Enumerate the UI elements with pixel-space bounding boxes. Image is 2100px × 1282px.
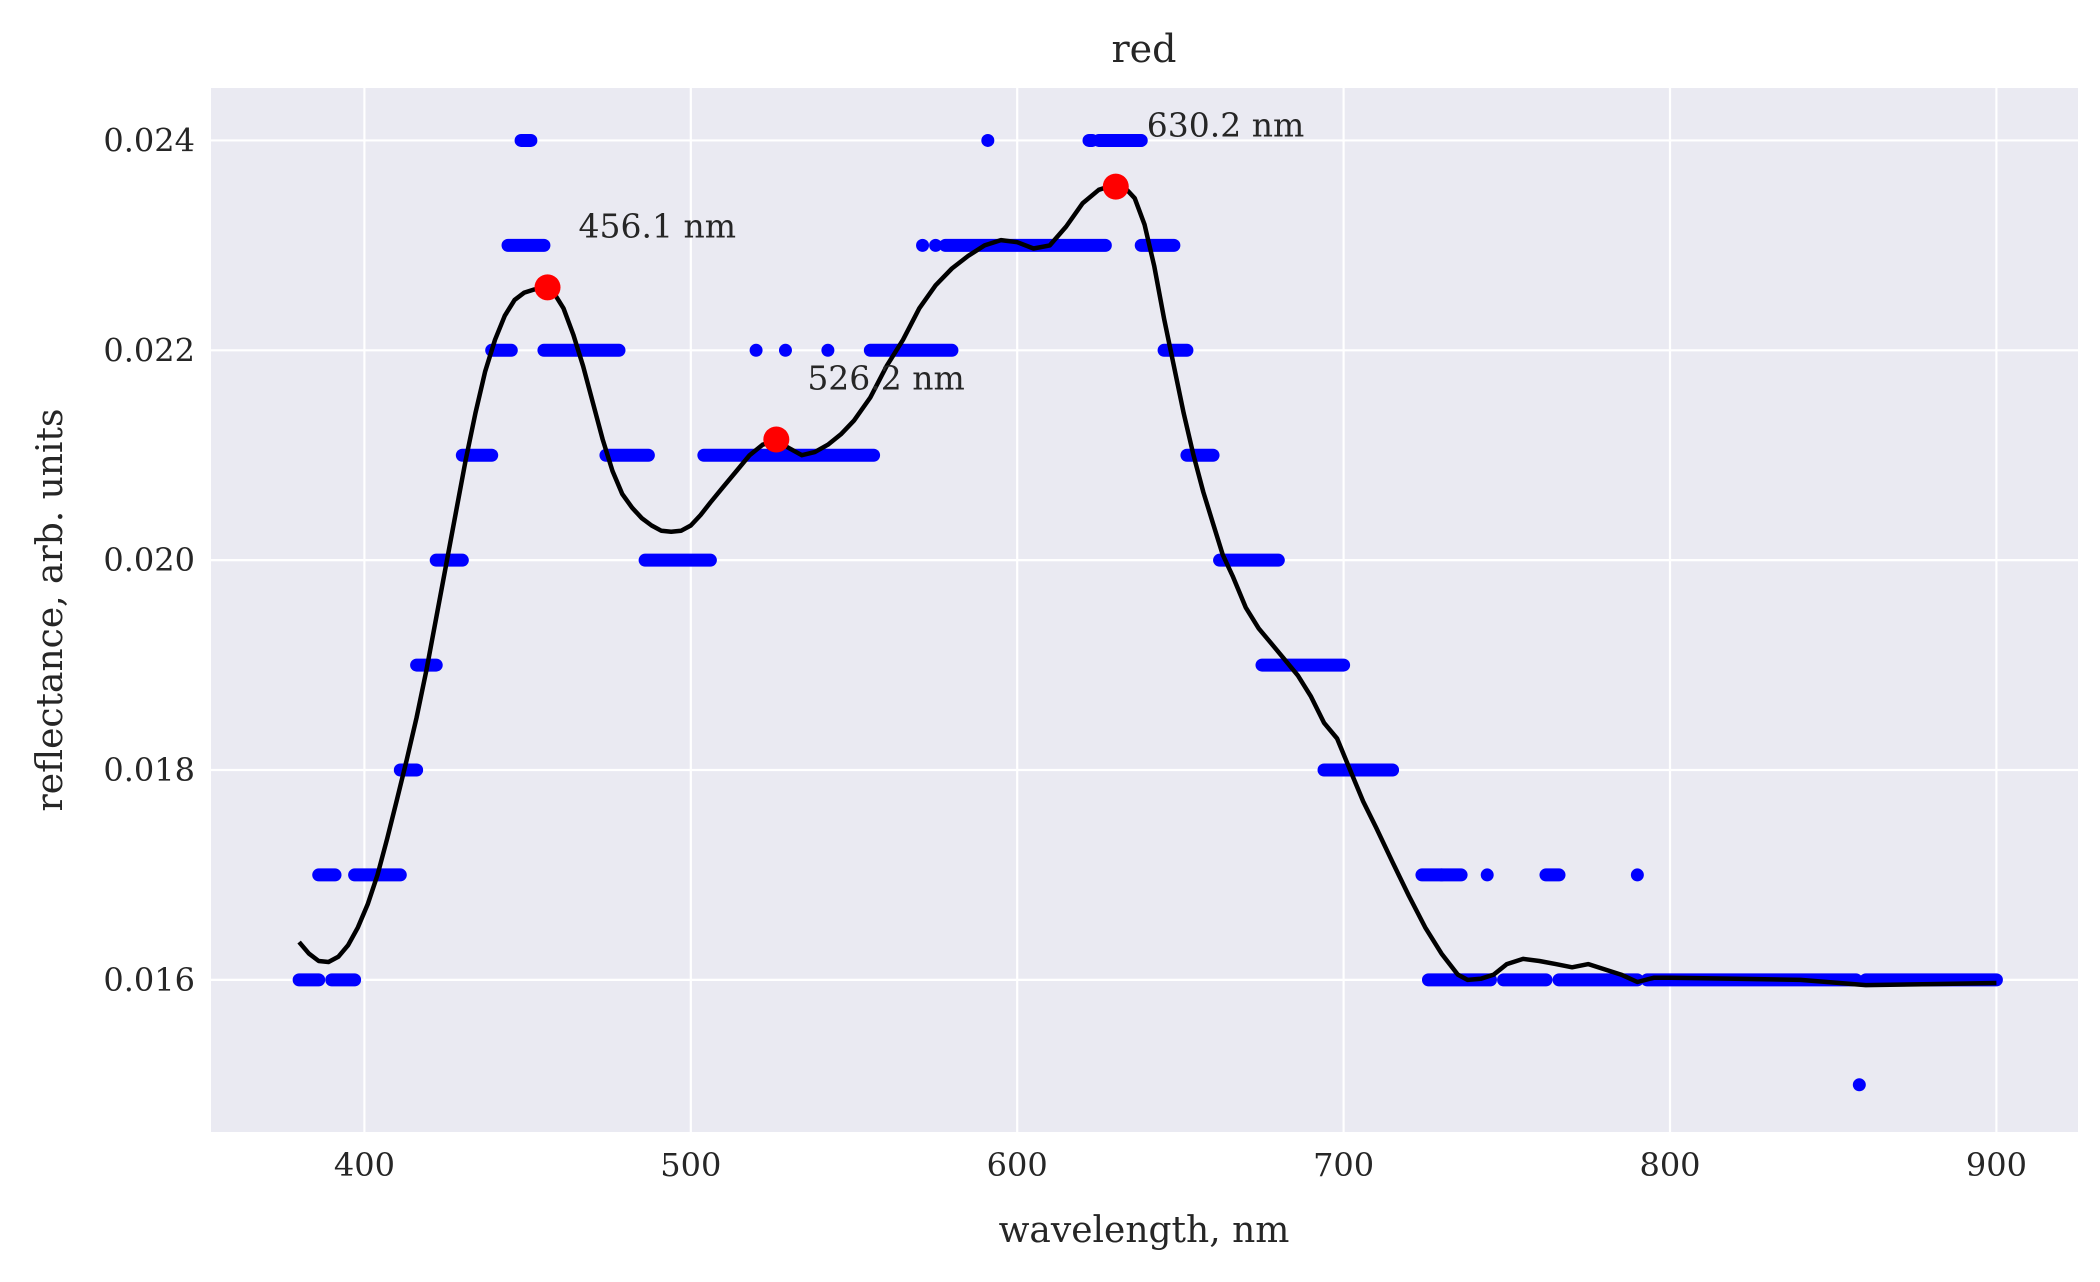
measured-point [1852,1078,1866,1092]
x-tick-label: 400 [334,1146,395,1184]
measured-point [981,133,995,147]
measured-point [1435,868,1449,882]
peak-marker [534,274,561,301]
measured-point [929,238,943,252]
chart-title: red [1112,27,1177,71]
measured-point [821,343,835,357]
measured-point [1480,868,1494,882]
x-tick-label: 900 [1966,1146,2027,1184]
x-tick-label: 700 [1313,1146,1374,1184]
measured-point [778,343,792,357]
peak-markers: 456.1 nm 526.2 nm 630.2 nm [534,106,1305,453]
measured-point [916,238,930,252]
smoothed-curve [297,184,1997,988]
y-axis-label: reflectance, arb. units [30,409,71,812]
y-tick-label: 0.016 [103,961,195,999]
y-tick-label: 0.022 [103,331,195,369]
x-tick-labels: 400 500 600 700 800 900 [334,1146,2027,1184]
peak-marker [1102,173,1129,200]
plot-background [211,88,2078,1132]
measured-point [749,343,763,357]
measured-point [1630,868,1644,882]
peak-marker [763,426,790,453]
x-tick-label: 800 [1639,1146,1700,1184]
y-tick-label: 0.018 [103,751,195,789]
y-tick-label: 0.020 [103,541,195,579]
peak-label: 630.2 nm [1147,106,1305,145]
y-tick-labels: 0.016 0.018 0.020 0.022 0.024 [103,121,195,998]
x-axis-label: wavelength, nm [999,1210,1290,1251]
y-tick-label: 0.024 [103,121,195,159]
x-tick-label: 500 [660,1146,721,1184]
measured-points [292,133,2003,1092]
peak-label: 456.1 nm [579,206,737,245]
peak-label: 526.2 nm [807,358,965,397]
x-tick-label: 600 [987,1146,1048,1184]
